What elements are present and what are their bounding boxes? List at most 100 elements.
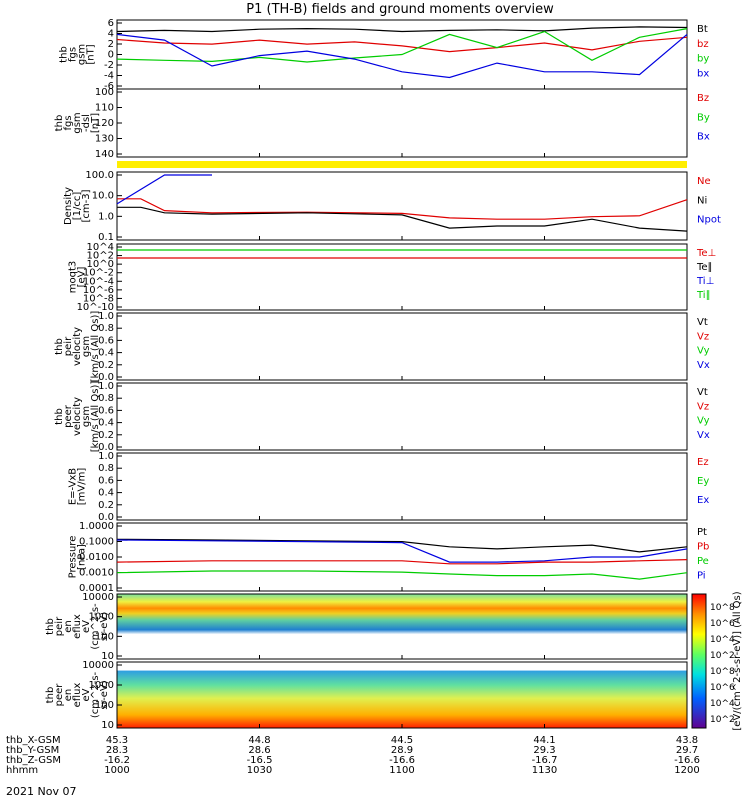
peer_vel-legend-Vt: Vt [697, 387, 708, 398]
fgs-ytick-label: 0 [108, 50, 114, 61]
peer_spec-ylabel: thb [45, 687, 56, 704]
density-ytick-label: 0.1 [98, 232, 114, 243]
peer_vel-ylabel: velocity [72, 397, 83, 436]
efield-ytick-label: 1.0 [98, 451, 114, 462]
density-legend-Ni: Ni [697, 195, 707, 206]
peer_vel-legend-Vx: Vx [697, 430, 710, 441]
x-row-value: 1100 [389, 765, 414, 776]
peer_vel-ytick-label: 1.0 [98, 381, 114, 392]
peer_spec-spectrogram [117, 662, 687, 728]
efield-ytick-label: 0.6 [98, 475, 114, 486]
panel-peir_vel: 1.00.80.6 0.40.20.0 thbpeirvelocitygsm[km/… [54, 311, 710, 383]
peer_spec-ytick-label: 100 [95, 700, 114, 711]
series-Ni [117, 206, 688, 232]
fgs_dsl-legend-By: By [697, 112, 710, 123]
panel-peer_spec: 10000 1000 100 10 thbpeerenefluxeV(cm^2-s-sr… [45, 660, 688, 731]
x-row-value: 1200 [674, 765, 699, 776]
temp-ytick-label: 10^-6 [83, 285, 114, 296]
temp-ytick-label: 10^-4 [83, 276, 114, 287]
figure-title: P1 (TH-B) fields and ground moments over… [246, 2, 554, 17]
fgs_dsl-ytick-label: 100 [95, 87, 114, 98]
peer_spec-ylabel: eV [81, 688, 92, 701]
pressure-ytick-label: 1.0000 [79, 521, 114, 532]
colorbar-tick: 10^6 [710, 619, 735, 629]
temp-ylabel: [eV] [77, 267, 88, 288]
pressure-legend-Pe: Pe [697, 556, 709, 567]
fgs-legend-Bt: Bt [697, 24, 708, 35]
colorbar-tick: 10^8 [710, 667, 735, 677]
temp-ytick-label: 10^2 [87, 251, 114, 262]
temp-legend-Te∥: Te∥ [696, 262, 713, 273]
peer_spec-ylabel: peer [54, 683, 65, 707]
density-ylabel: Density [63, 187, 74, 225]
peir_spec-ylabel: eflux [72, 614, 83, 639]
quality-flag-bar [117, 161, 687, 168]
pressure-ytick-label: 0.0001 [79, 583, 114, 594]
pressure-ytick-label: 0.0010 [79, 568, 114, 579]
peer_vel-frame [116, 382, 688, 451]
efield-ytick-label: 0.2 [98, 500, 114, 511]
x-row-value: 28.3 [106, 745, 128, 756]
pressure-legend-Pb: Pb [697, 542, 709, 553]
fgs_dsl-ylabel: -dsl [81, 114, 92, 132]
pressure-ytick-label: 0.1000 [79, 537, 114, 548]
fgs-legend-bz: bz [697, 39, 709, 50]
fgs-ylabel: thb [59, 46, 70, 63]
colorbar-tick: 10^4 [710, 699, 735, 709]
peer_vel-legend-Vy: Vy [697, 416, 710, 427]
series-Bt [116, 26, 688, 33]
peir_spec-ytick-label: 100 [95, 631, 114, 642]
temp-legend-Te⊥: Te⊥ [696, 248, 716, 259]
x-row-value: -16.2 [104, 755, 130, 766]
series-bx [116, 33, 688, 79]
fgs-ytick-label: -4 [104, 71, 114, 82]
x-row-value: -16.6 [674, 755, 700, 766]
temp-ytick-label: 10^-10 [77, 302, 114, 313]
density-ytick-label: 100.0 [85, 170, 114, 181]
colorbar-tick: 10^4 [710, 635, 735, 645]
x-row-name: hhmm [6, 765, 38, 776]
peir_vel-legend-Vy: Vy [697, 346, 710, 357]
peir_spec-ylabel: eV [81, 620, 92, 633]
peir_vel-ylabel: thb [54, 338, 65, 355]
x-row-value: 45.3 [106, 735, 128, 746]
fgs_dsl-ylabel: gsm [72, 112, 83, 133]
x-axis-table: thb_X-GSM 45.3 44.8 44.5 44.1 43.8 thb_Y-GSM 28… [6, 735, 700, 776]
peer_vel-ytick-label: 0.8 [98, 393, 114, 404]
x-row-name: thb_Y-GSM [6, 745, 59, 756]
fgs-ytick-label: 6 [108, 18, 114, 29]
peer_spec-ylabel: eflux [72, 683, 83, 708]
peir_spec-ytick-label: 1000 [89, 612, 114, 623]
series-Pe [116, 570, 688, 580]
density-ylabel: [cm-3] [81, 189, 92, 222]
fgs-ylabel: fgs [68, 47, 79, 62]
peir_vel-legend-Vz: Vz [697, 331, 709, 342]
fgs_dsl-ytick-label: 140 [95, 149, 114, 160]
temp-ytick-label: 10^4 [87, 242, 114, 253]
x-row-value: 28.6 [248, 745, 270, 756]
density-legend-Npot: Npot [697, 215, 721, 226]
peir_vel-ytick-label: 1.0 [98, 311, 114, 322]
fgs_dsl-ytick-label: 130 [95, 134, 114, 145]
x-row-value: 1000 [104, 765, 129, 776]
peer_spec-ylabel: sr-eV) [99, 680, 110, 709]
fgs-ytick-label: -2 [104, 60, 114, 71]
fgs-ylabel: [nT] [86, 44, 97, 64]
peer_vel-ylabel: peer [63, 404, 74, 428]
efield-ylabel: E=-VxB [68, 468, 79, 505]
peir_spec-ytick-label: 10 [101, 651, 114, 662]
panels-group: 6420-2-4-6thbfgsgsm[nT]Btbzbybx100110120… [45, 18, 743, 731]
x-row-name: thb_X-GSM [6, 735, 61, 746]
density-ytick-label: 1.0 [98, 211, 114, 222]
x-row-value: 29.3 [533, 745, 555, 756]
pressure-ylabel: Pressure [68, 536, 79, 579]
colorbar-label: [eV/(cm^2-s-sr-eV)] (All Qs) [732, 591, 743, 730]
density-ylabel: [1/cc] [72, 192, 83, 221]
temp-legend-Ti∥: Ti∥ [696, 290, 711, 301]
efield-legend-Ex: Ex [697, 495, 709, 506]
peer_vel-legend-Vz: Vz [697, 401, 709, 412]
efield-legend-Ez: Ez [697, 457, 709, 468]
panel-peir_spec: 10000 1000 100 10 thbpeirenefluxeV(cm^2-s-sr… [45, 592, 688, 662]
